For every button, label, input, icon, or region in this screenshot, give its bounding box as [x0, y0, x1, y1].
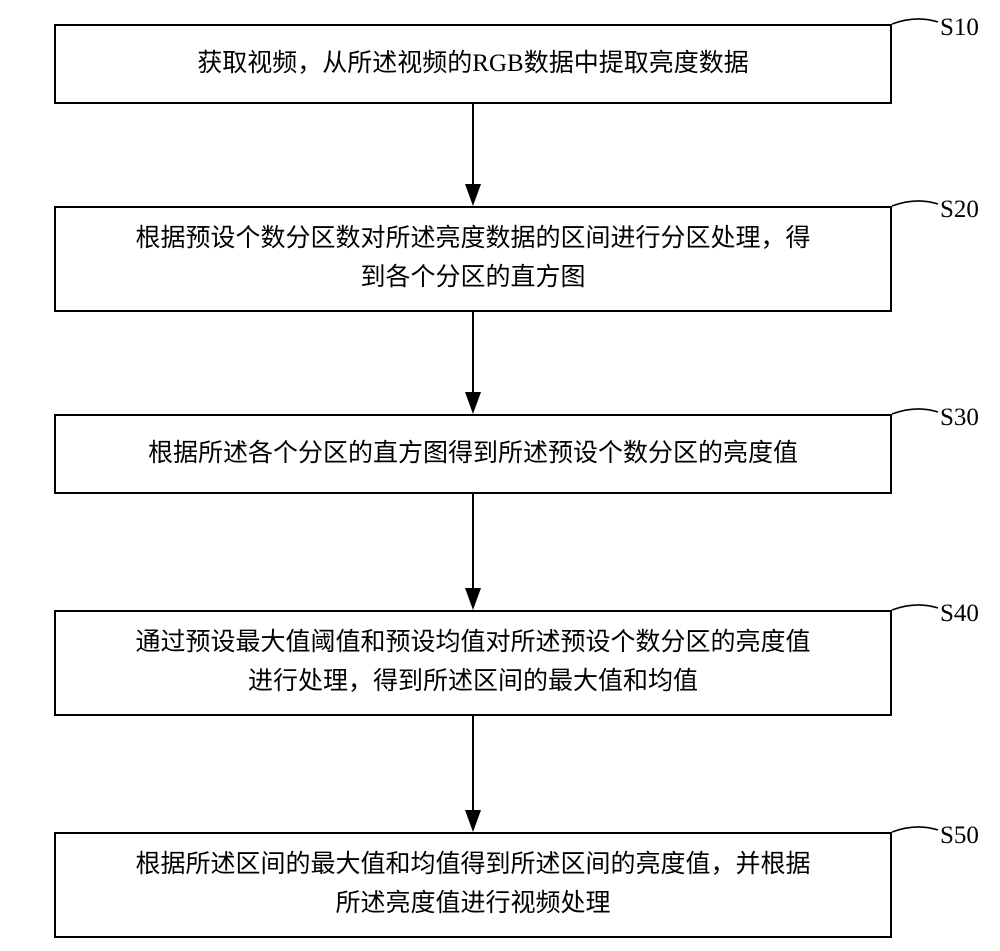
leader-s50 [0, 0, 1000, 951]
flowchart-canvas: 获取视频，从所述视频的RGB数据中提取亮度数据 S10 根据预设个数分区数对所述… [0, 0, 1000, 951]
step-label-s50: S50 [940, 822, 979, 850]
